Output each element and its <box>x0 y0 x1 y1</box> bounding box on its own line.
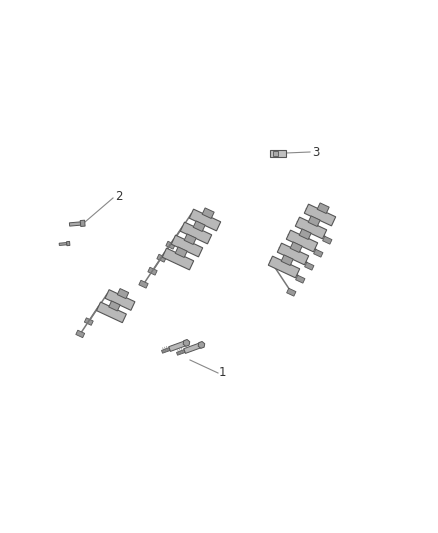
Polygon shape <box>162 248 194 270</box>
Polygon shape <box>304 262 314 270</box>
Polygon shape <box>317 203 329 214</box>
Polygon shape <box>198 342 205 349</box>
Polygon shape <box>117 288 129 298</box>
Polygon shape <box>171 235 203 257</box>
Polygon shape <box>166 241 175 249</box>
Polygon shape <box>162 348 170 353</box>
Polygon shape <box>189 209 221 231</box>
Polygon shape <box>202 208 214 219</box>
Polygon shape <box>148 267 157 275</box>
Text: 2: 2 <box>115 190 123 204</box>
Polygon shape <box>157 254 166 262</box>
Polygon shape <box>304 204 336 226</box>
Polygon shape <box>139 280 148 288</box>
Polygon shape <box>286 230 318 252</box>
Polygon shape <box>175 247 187 257</box>
Polygon shape <box>169 341 187 351</box>
Polygon shape <box>323 236 332 244</box>
Polygon shape <box>109 301 120 311</box>
Polygon shape <box>193 221 205 231</box>
Polygon shape <box>96 302 127 322</box>
Polygon shape <box>80 220 85 227</box>
Polygon shape <box>270 149 286 157</box>
Polygon shape <box>290 242 302 253</box>
Polygon shape <box>299 229 311 239</box>
Polygon shape <box>184 234 196 245</box>
Polygon shape <box>272 150 278 156</box>
Text: 1: 1 <box>219 367 226 379</box>
Polygon shape <box>314 249 323 257</box>
Polygon shape <box>85 318 93 325</box>
Text: 3: 3 <box>312 146 319 158</box>
Polygon shape <box>105 289 135 310</box>
Polygon shape <box>180 222 212 244</box>
Polygon shape <box>184 343 202 353</box>
Polygon shape <box>268 256 300 278</box>
Polygon shape <box>69 222 81 226</box>
Polygon shape <box>308 216 320 227</box>
Polygon shape <box>277 243 309 265</box>
Polygon shape <box>177 350 185 355</box>
Polygon shape <box>281 255 293 265</box>
Polygon shape <box>295 217 327 239</box>
Polygon shape <box>183 340 190 346</box>
Polygon shape <box>59 243 67 246</box>
Polygon shape <box>76 330 85 338</box>
Polygon shape <box>296 275 305 283</box>
Polygon shape <box>286 288 296 296</box>
Polygon shape <box>67 241 70 246</box>
